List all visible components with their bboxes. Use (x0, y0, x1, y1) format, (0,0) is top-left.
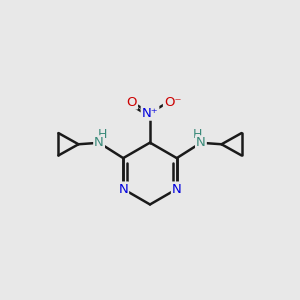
Text: O⁻: O⁻ (164, 95, 182, 109)
Text: N⁺: N⁺ (142, 107, 158, 120)
Text: N: N (118, 182, 128, 196)
Text: N: N (94, 136, 104, 149)
Text: N: N (172, 182, 182, 196)
Text: N: N (196, 136, 206, 149)
Text: H: H (193, 128, 202, 141)
Text: O: O (127, 95, 137, 109)
Text: H: H (98, 128, 107, 141)
